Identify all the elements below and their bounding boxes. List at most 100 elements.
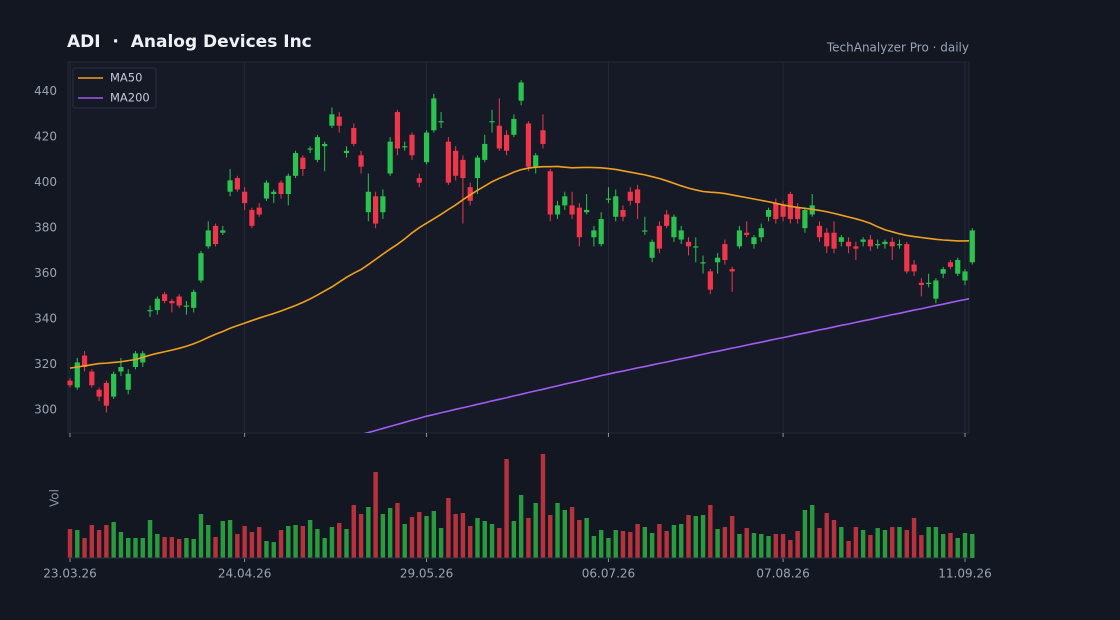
volume-bar [497,528,502,558]
candle-body [736,230,743,247]
x-tick-label: 11.09.26 [938,567,991,581]
chart-subtitle: TechAnalyzer Pro · daily [826,41,969,55]
candle-body [533,155,539,167]
volume-bar [322,538,327,558]
candle-body [962,271,968,281]
volume-bar [409,517,415,558]
volume-bar [533,503,538,558]
candle-body [664,214,670,226]
candle-body [307,148,313,150]
volume-bar [846,541,851,558]
candle-body [285,175,291,195]
candle-body [540,130,546,144]
volume-bar [220,521,226,558]
volume-bar [868,535,873,558]
candle-body [758,228,764,238]
volume-bar [562,510,567,558]
volume-bar [955,538,960,558]
candle-body [620,209,626,217]
volume-bar [809,505,815,558]
candle-body [685,241,692,247]
volume-bar [89,525,95,558]
candle-body [380,196,386,213]
candle-body [118,366,124,372]
volume-bar [286,526,291,558]
volume-bar [613,530,618,558]
volume-bar [744,528,749,558]
grid [69,62,966,433]
candle-body [838,237,844,242]
candle-body [329,114,335,126]
candle-body [394,112,401,149]
candle-body [722,244,728,261]
volume-bar [598,530,604,558]
candle-body [605,198,612,200]
volume-bar [773,534,779,558]
candle-body [503,134,510,151]
volume-bar [271,542,276,558]
candle-body [256,207,262,215]
volume-bar [402,524,407,558]
candle-body [198,253,204,281]
volume-bar [315,529,320,558]
candle-body [613,196,619,217]
volume-bar [788,540,793,558]
volume-bar [96,530,102,558]
volume-bar [759,534,764,558]
candle-body [212,225,219,245]
volume-bar [635,524,640,558]
volume-bar [642,527,648,558]
candle-body [642,230,648,232]
candle-body [460,159,466,179]
volume-bar [147,520,153,558]
volume-bar [344,529,349,558]
volume-bar [708,505,713,558]
volume-bar [482,521,487,558]
candle-body [824,232,830,247]
volume-bar [831,520,837,558]
volume-bar [206,525,211,558]
volume-bar [337,523,342,558]
candle-body [278,182,284,195]
volume-bar [249,532,255,558]
price-panel [67,61,970,434]
volume-bar [111,522,116,558]
volume-bar [475,518,480,558]
volume-bar [140,538,145,558]
volume-bar [75,530,80,558]
volume-bar [860,530,866,558]
volume-bar [577,520,582,558]
candle-body [773,203,779,220]
volume-bar [438,528,444,558]
volume-bar [904,530,909,558]
volume-bar [882,530,888,558]
candle-body [729,269,735,272]
volume-bar [679,524,684,558]
y-tick-label: 360 [34,266,57,280]
candle-body [634,189,641,204]
candle-body [576,207,582,238]
candle-body [89,371,95,386]
candle-body [74,362,80,388]
volume-bar [686,515,691,558]
volume-bar [307,520,313,558]
volume-bar [155,534,160,558]
volume-bar [548,515,553,558]
y-tick-label: 340 [34,312,57,326]
candle-body [453,150,459,176]
candle-body [896,244,903,246]
candle-body [111,373,117,397]
volume-bar [453,514,458,558]
volume-bar [264,541,269,558]
candle-body [802,209,808,229]
candle-body [751,237,757,245]
volume-bar [191,539,196,558]
candle-body [154,298,160,311]
candle-body [482,143,488,160]
candle-body [409,134,415,156]
candle-body [496,125,502,149]
candle-body [511,118,517,135]
candle-body [598,219,604,245]
volume-bar [853,527,859,558]
candle-body [373,196,379,224]
